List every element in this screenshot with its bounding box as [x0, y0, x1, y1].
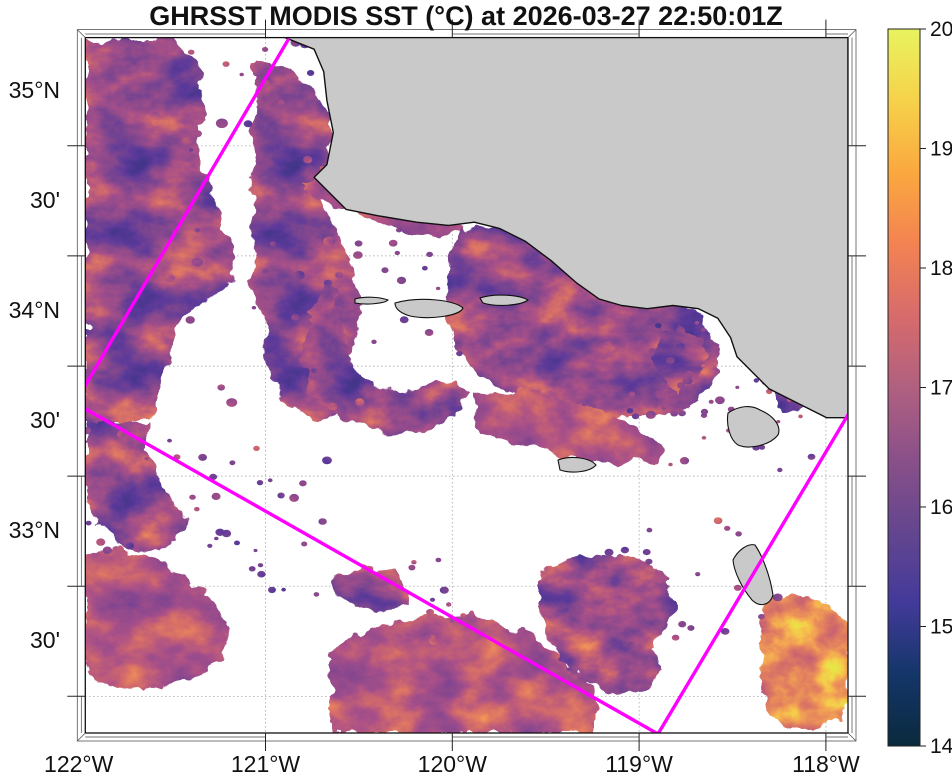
- svg-text:30': 30': [30, 187, 60, 213]
- svg-text:14: 14: [930, 735, 952, 758]
- svg-text:30': 30': [30, 627, 60, 653]
- svg-text:30': 30': [30, 407, 60, 433]
- svg-text:121°W: 121°W: [231, 751, 301, 774]
- svg-text:120°W: 120°W: [418, 751, 488, 774]
- svg-text:33°N: 33°N: [9, 517, 60, 543]
- svg-text:35°N: 35°N: [9, 77, 60, 103]
- svg-text:18: 18: [930, 257, 952, 280]
- svg-text:118°W: 118°W: [792, 751, 860, 774]
- svg-text:122°W: 122°W: [44, 751, 114, 774]
- svg-text:16: 16: [930, 496, 952, 519]
- svg-text:119°W: 119°W: [605, 751, 673, 774]
- svg-text:20: 20: [930, 18, 952, 41]
- svg-text:34°N: 34°N: [9, 297, 60, 323]
- svg-text:17: 17: [930, 377, 952, 400]
- svg-text:15: 15: [930, 616, 952, 639]
- svg-text:19: 19: [930, 138, 952, 161]
